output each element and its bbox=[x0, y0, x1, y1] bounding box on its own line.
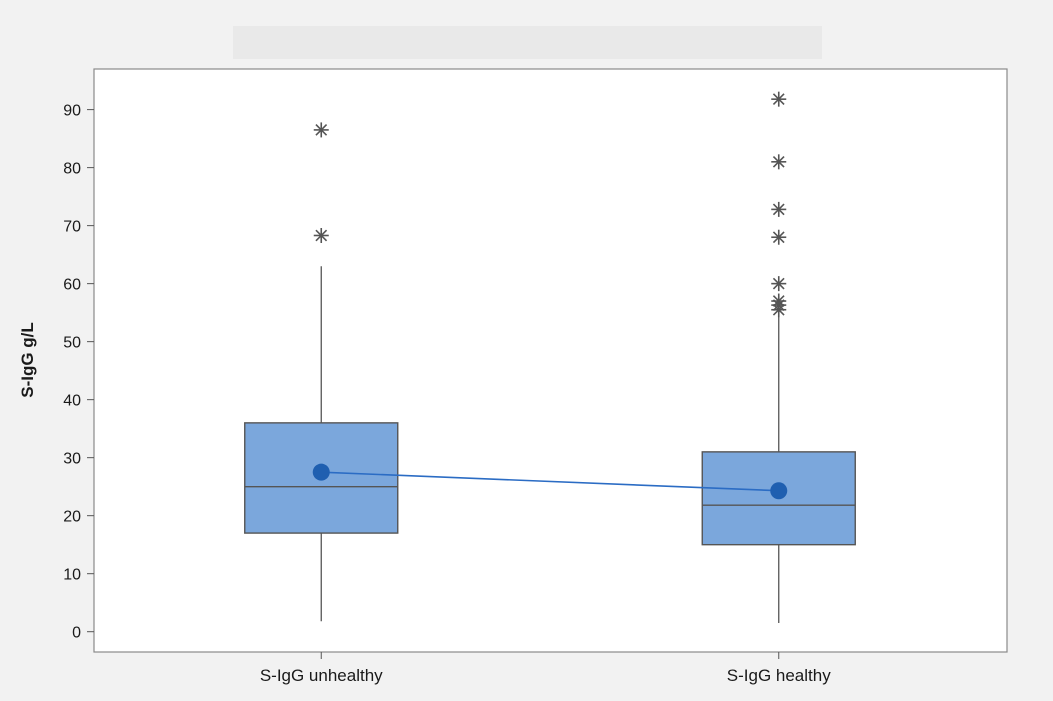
outlier-marker bbox=[771, 293, 787, 309]
mean-marker bbox=[770, 482, 788, 500]
x-tick-label: S-IgG unhealthy bbox=[260, 666, 383, 685]
y-tick-label: 60 bbox=[63, 277, 81, 294]
y-tick-label: 80 bbox=[63, 161, 81, 178]
outlier-marker bbox=[771, 154, 787, 170]
y-tick-label: 90 bbox=[63, 103, 81, 120]
y-tick-label: 30 bbox=[63, 451, 81, 468]
mean-series bbox=[312, 463, 788, 500]
boxes bbox=[244, 91, 856, 623]
plot-area bbox=[93, 68, 1008, 653]
y-tick-label: 10 bbox=[63, 567, 81, 584]
y-tick-label: 20 bbox=[63, 509, 81, 526]
outlier-marker-stroke bbox=[772, 277, 785, 290]
x-axis: S-IgG unhealthy S-IgG healthy bbox=[260, 652, 831, 685]
y-tick-label: 50 bbox=[63, 335, 81, 352]
mean-marker bbox=[312, 463, 330, 481]
outlier-marker bbox=[771, 229, 787, 245]
x-tick-label: S-IgG healthy bbox=[727, 666, 831, 685]
outlier-marker-stroke bbox=[315, 124, 328, 136]
y-tick-label: 40 bbox=[63, 393, 81, 410]
outlier-marker-stroke bbox=[772, 93, 785, 106]
y-axis-label: S-IgG g/L bbox=[18, 322, 37, 398]
outlier-marker-stroke bbox=[772, 203, 785, 216]
outlier-marker bbox=[771, 276, 787, 292]
y-axis: 0 10 20 30 40 50 60 70 80 90 bbox=[63, 103, 94, 642]
y-tick-label: 0 bbox=[72, 625, 81, 642]
y-tick-label: 70 bbox=[63, 219, 81, 236]
outlier-marker bbox=[771, 201, 787, 217]
outlier-marker-stroke bbox=[772, 295, 785, 307]
outlier-marker bbox=[771, 91, 787, 107]
outlier-marker bbox=[313, 122, 329, 138]
outlier-marker bbox=[313, 227, 329, 243]
mean-connect-line bbox=[321, 471, 779, 492]
outlier-marker-stroke bbox=[772, 231, 785, 244]
title-placeholder bbox=[233, 26, 822, 59]
outlier-marker-stroke bbox=[315, 229, 328, 242]
outlier-marker-stroke bbox=[772, 155, 785, 168]
